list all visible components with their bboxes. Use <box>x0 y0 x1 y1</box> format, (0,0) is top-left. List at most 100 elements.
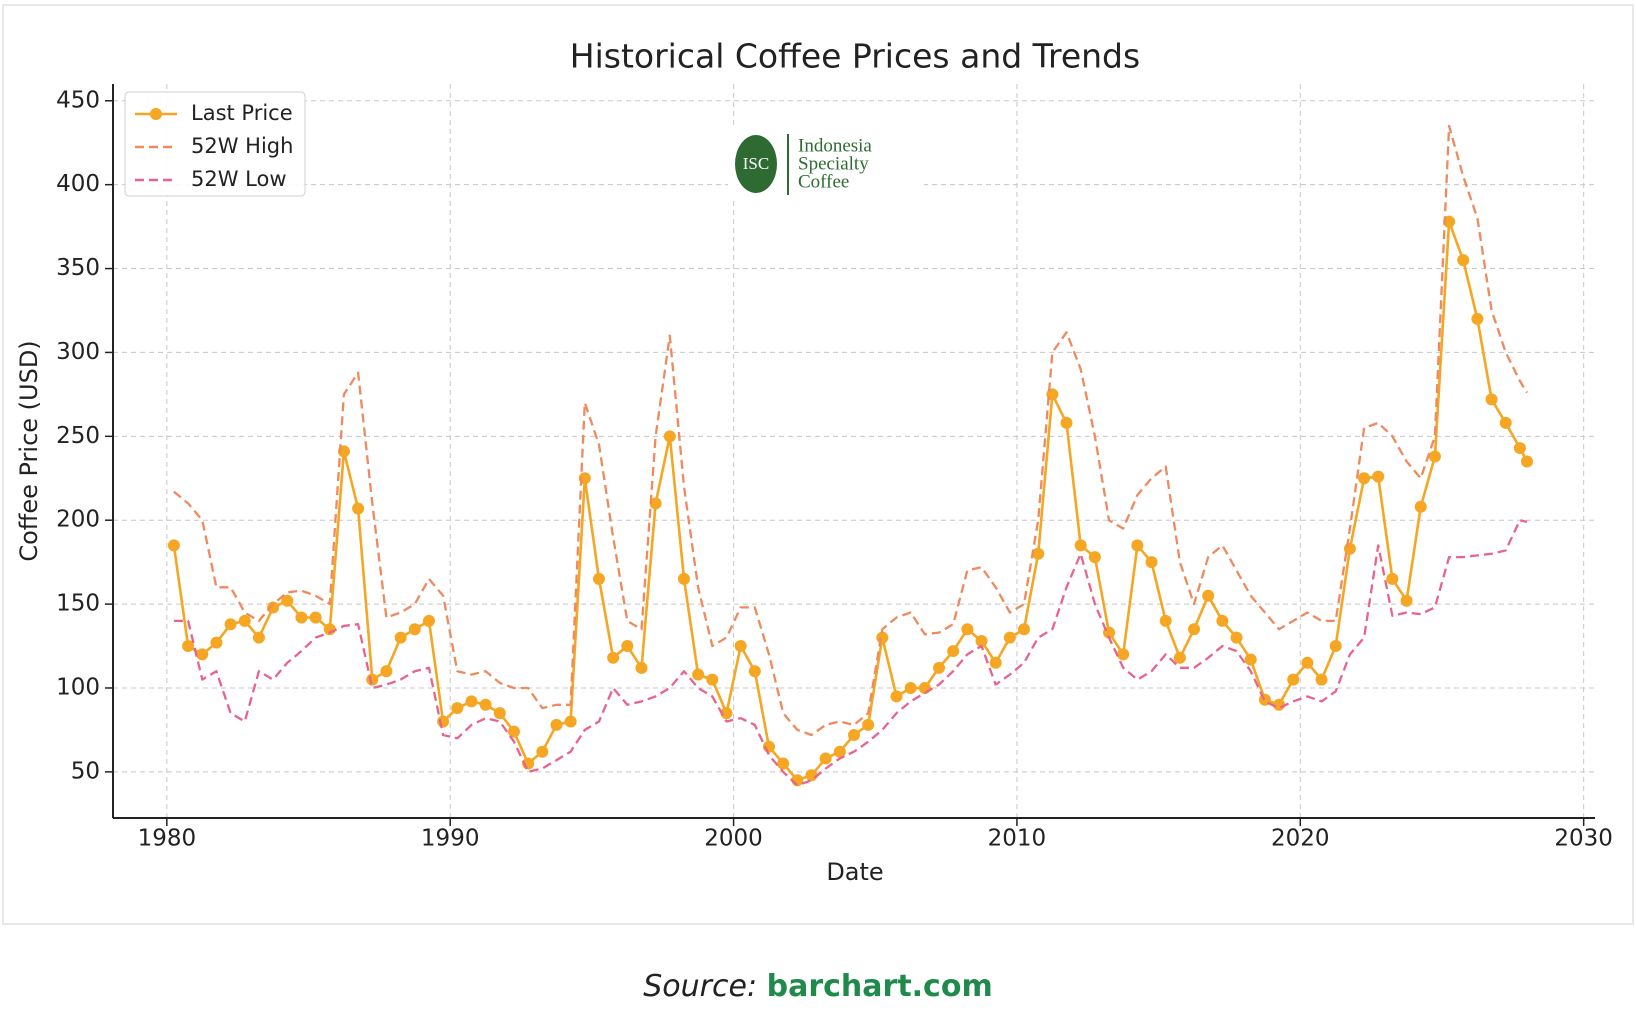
data-point <box>238 614 251 627</box>
data-point <box>833 745 846 758</box>
data-point <box>408 623 421 636</box>
logo-text: Coffee <box>798 171 849 192</box>
logo-text: Indonesia <box>798 135 872 156</box>
data-point <box>1117 648 1130 661</box>
data-point <box>635 661 648 674</box>
y-tick-label: 200 <box>56 507 100 533</box>
data-point <box>493 707 506 720</box>
data-point <box>1216 614 1229 627</box>
data-point <box>677 572 690 585</box>
data-point <box>1443 215 1456 228</box>
y-axis-label: Coffee Price (USD) <box>15 340 43 561</box>
y-tick-label: 400 <box>56 171 100 197</box>
x-tick-label: 2010 <box>988 826 1047 852</box>
data-point <box>1003 631 1016 644</box>
data-point <box>1414 500 1427 513</box>
data-point <box>1230 631 1243 644</box>
legend: Last Price 52W High 52W Low <box>124 91 306 197</box>
legend-label: 52W High <box>191 134 293 158</box>
data-point <box>933 661 946 674</box>
data-point <box>848 728 860 741</box>
data-point <box>1202 589 1215 602</box>
data-point <box>564 715 577 728</box>
data-point <box>961 623 974 636</box>
data-point <box>989 656 1002 669</box>
data-point <box>805 769 818 782</box>
series-line <box>173 124 1528 737</box>
data-point <box>507 725 520 738</box>
data-point <box>720 707 733 720</box>
data-point <box>182 640 195 653</box>
data-point <box>352 502 365 515</box>
y-tick-label: 100 <box>56 674 100 700</box>
data-point <box>1131 539 1144 552</box>
data-point <box>1372 470 1385 483</box>
data-point <box>281 594 294 607</box>
data-point <box>1060 416 1073 429</box>
data-point <box>1513 442 1526 455</box>
data-point <box>394 631 407 644</box>
data-point <box>621 640 634 653</box>
data-point <box>380 665 393 678</box>
logo-text: Specialty <box>798 153 869 174</box>
data-point <box>1329 640 1342 653</box>
data-point <box>862 718 875 731</box>
y-tick-label: 350 <box>56 255 100 281</box>
x-tick-label: 1990 <box>421 826 480 852</box>
data-point <box>663 430 676 443</box>
logo-bean <box>735 135 777 193</box>
data-point <box>1273 698 1286 711</box>
data-point <box>947 645 960 658</box>
y-tick-label: 250 <box>56 423 100 449</box>
data-point <box>1287 673 1300 686</box>
data-point <box>876 631 889 644</box>
data-point <box>196 648 209 661</box>
y-tick-label: 300 <box>56 339 100 365</box>
y-tick-label: 150 <box>56 591 100 617</box>
data-point <box>1315 673 1328 686</box>
data-point <box>1520 455 1533 468</box>
data-point <box>1188 623 1201 636</box>
data-point <box>692 668 705 681</box>
data-point <box>1145 556 1158 569</box>
data-point <box>649 497 662 510</box>
logo-mark: ISC <box>743 154 769 173</box>
data-point <box>479 698 492 711</box>
data-point <box>252 631 265 644</box>
data-point <box>422 614 435 627</box>
data-point <box>975 635 988 648</box>
y-tick-label: 450 <box>56 87 100 113</box>
data-point <box>1358 472 1371 485</box>
legend-label: Last Price <box>191 101 293 125</box>
data-point <box>1018 623 1031 636</box>
x-tick-label: 2000 <box>704 826 763 852</box>
data-point <box>451 702 464 715</box>
data-point <box>210 636 223 649</box>
data-point <box>592 572 605 585</box>
chart-title: Historical Coffee Prices and Trends <box>570 37 1140 76</box>
data-point <box>1159 614 1172 627</box>
data-point <box>1471 312 1484 325</box>
data-point <box>890 690 903 703</box>
data-point <box>1400 594 1413 607</box>
x-tick-label: 2020 <box>1271 826 1330 852</box>
logo: ISC Indonesia Specialty Coffee <box>728 128 924 200</box>
data-point <box>819 752 832 765</box>
data-point <box>167 539 180 552</box>
data-point <box>224 618 237 631</box>
data-point <box>607 651 620 664</box>
data-point <box>1485 393 1498 406</box>
data-point <box>904 681 917 694</box>
data-point <box>706 673 719 686</box>
data-point <box>1244 653 1257 666</box>
source-note: Source: barchart.com <box>643 969 992 1004</box>
data-point <box>1301 656 1314 669</box>
data-point <box>1428 450 1441 463</box>
source-link: barchart.com <box>767 969 993 1004</box>
data-point <box>465 695 478 708</box>
x-axis-label: Date <box>826 858 883 886</box>
data-point <box>734 640 747 653</box>
data-point <box>536 745 549 758</box>
